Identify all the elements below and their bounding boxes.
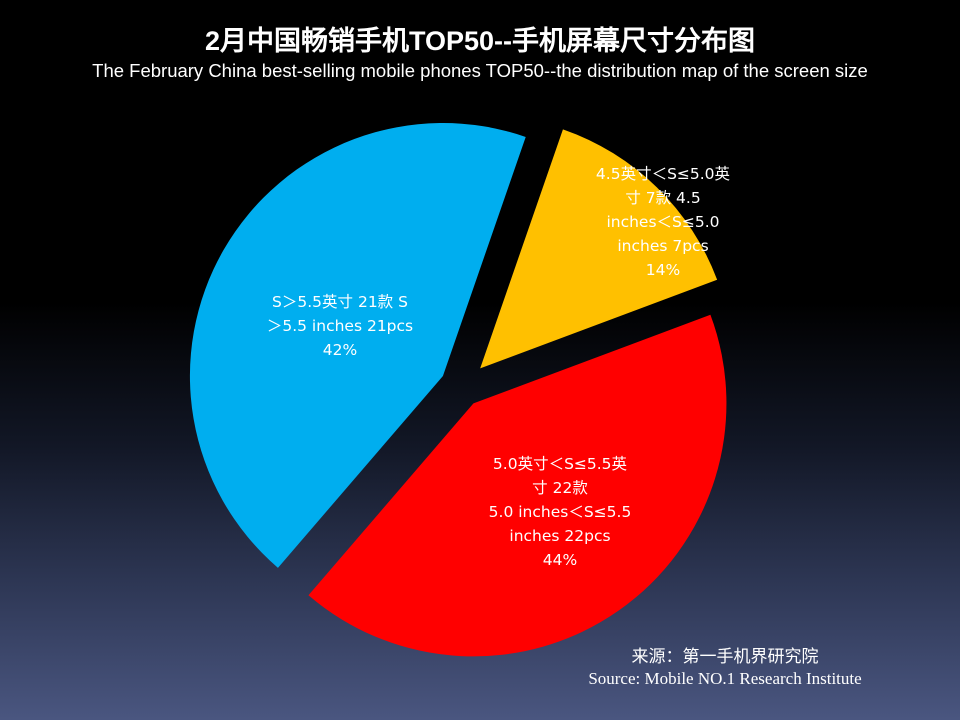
slice-label-line: inches 22pcs	[509, 527, 611, 545]
slice-label-line: 4.5英寸＜S≤5.0英	[595, 165, 731, 183]
slice-label-line: 5.0英寸＜S≤5.5英	[492, 455, 628, 473]
slice-label-mid-screen: 5.0英寸＜S≤5.5英 寸 22款 5.0 inches＜S≤5.5 inch…	[460, 452, 660, 572]
chart-subtitle: The February China best-selling mobile p…	[92, 60, 868, 81]
slice-label-line: 寸 7款 4.5	[625, 189, 701, 207]
slice-label-small-screen: 4.5英寸＜S≤5.0英 寸 7款 4.5 inches＜S≤5.0 inche…	[573, 162, 753, 282]
slice-label-line: inches 7pcs	[617, 237, 709, 255]
pie-slice-large-screen	[308, 314, 727, 657]
slice-label-line: 寸 22款	[532, 479, 588, 497]
source-note: 来源：第一手机界研究院 Source: Mobile NO.1 Research…	[540, 646, 910, 690]
slice-label-percent: 44%	[542, 551, 578, 569]
slice-label-line: inches＜S≤5.0	[606, 213, 720, 231]
chart-title: 2月中国畅销手机TOP50--手机屏幕尺寸分布图	[204, 26, 756, 56]
source-line-en: Source: Mobile NO.1 Research Institute	[588, 669, 862, 688]
slice-label-line: S＞5.5英寸 21款 S	[272, 293, 408, 311]
pie-slice-small-screen	[480, 129, 718, 369]
pie-slice-mid-screen	[189, 123, 526, 568]
slice-label-percent: 14%	[645, 261, 681, 279]
slice-label-percent: 42%	[322, 341, 358, 359]
slice-label-line: 5.0 inches＜S≤5.5	[488, 503, 632, 521]
source-line-cn: 来源：第一手机界研究院	[631, 647, 819, 666]
slice-label-large-screen: S＞5.5英寸 21款 S ＞5.5 inches 21pcs 42%	[240, 290, 440, 362]
slice-label-line: ＞5.5 inches 21pcs	[266, 317, 414, 335]
